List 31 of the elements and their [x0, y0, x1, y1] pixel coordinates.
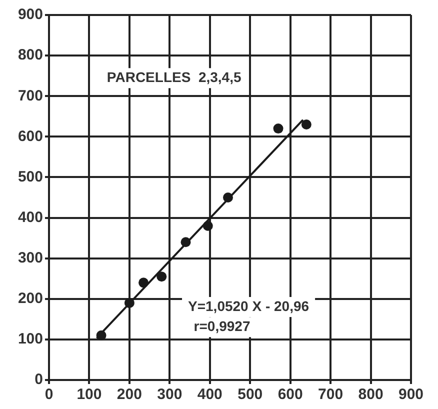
y-tick-label: 300 [18, 249, 43, 266]
x-tick-label: 400 [197, 386, 222, 404]
point [138, 278, 149, 288]
x-tick-label: 700 [318, 386, 344, 404]
y-tick-label: 500 [18, 168, 43, 186]
annotation: r=0,9927 [194, 318, 250, 334]
x-tick-label: 600 [278, 386, 303, 404]
point [202, 220, 213, 231]
point [222, 192, 233, 202]
annotation: Y=1,0520 X - 20,96 [188, 298, 310, 314]
x-tick-label: 800 [358, 386, 384, 404]
y-tick-label: 200 [18, 290, 43, 308]
point [156, 272, 167, 282]
x-tick-label: 100 [76, 386, 102, 404]
point [273, 124, 284, 134]
x-tick-label: 900 [398, 386, 424, 404]
x-tick-label: 300 [157, 386, 182, 404]
x-tick-label: 500 [238, 386, 263, 404]
point [180, 237, 191, 248]
x-tick-label: 200 [116, 386, 142, 404]
annotation: PARCELLES 2,3,4,5 [106, 69, 242, 86]
point [96, 330, 106, 340]
y-tick-label: 600 [18, 128, 43, 145]
y-tick-label: 0 [34, 371, 43, 388]
y-tick-label: 100 [18, 330, 43, 348]
point [301, 120, 312, 130]
y-tick-label: 800 [18, 46, 43, 64]
y-tick-label: 700 [18, 87, 43, 104]
y-tick-label: 900 [18, 6, 43, 24]
y-tick-label: 400 [18, 208, 43, 226]
point [124, 298, 134, 308]
